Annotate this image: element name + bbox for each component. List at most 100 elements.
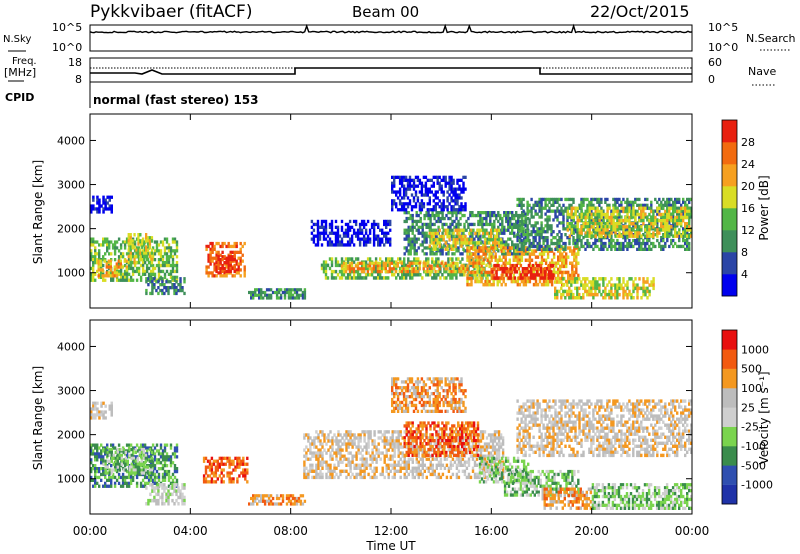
data-cell	[113, 268, 116, 272]
data-cell	[580, 212, 583, 217]
data-cell	[678, 228, 681, 232]
data-cell	[505, 211, 508, 215]
data-cell	[497, 276, 500, 280]
data-cell	[433, 216, 436, 221]
data-cell	[532, 203, 535, 207]
data-cell	[153, 286, 156, 290]
data-cell	[381, 228, 384, 232]
data-cell	[614, 225, 617, 229]
data-cell	[493, 211, 496, 215]
data-cell	[415, 266, 418, 271]
data-cell	[125, 265, 128, 269]
data-cell	[488, 241, 491, 245]
data-cell	[458, 193, 461, 197]
data-cell	[385, 231, 388, 235]
data-cell	[662, 221, 665, 225]
data-cell	[424, 261, 427, 265]
data-cell	[131, 261, 135, 265]
data-cell	[175, 280, 178, 284]
data-cell	[684, 228, 687, 232]
data-cell	[634, 218, 637, 223]
data-cell	[431, 257, 434, 261]
data-cell	[326, 240, 330, 244]
data-cell	[155, 240, 159, 244]
data-cell	[163, 464, 167, 468]
data-cell	[348, 267, 352, 271]
data-cell	[407, 249, 410, 253]
data-cell	[610, 247, 613, 251]
data-cell	[586, 209, 589, 214]
data-cell	[464, 208, 467, 212]
data-cell	[432, 231, 435, 236]
data-cell	[668, 206, 671, 211]
data-cell	[146, 257, 150, 262]
data-cell	[441, 231, 444, 235]
data-cell	[564, 197, 567, 202]
data-cell	[561, 258, 564, 262]
data-cell	[598, 218, 601, 223]
data-cell	[125, 481, 129, 485]
data-cell	[634, 200, 637, 204]
data-cell	[100, 472, 103, 477]
data-cell	[523, 222, 526, 227]
data-cell	[548, 200, 551, 204]
data-cell	[558, 197, 561, 202]
data-cell	[571, 270, 574, 275]
data-cell	[452, 244, 455, 248]
data-cell	[652, 244, 655, 249]
data-cell	[490, 231, 493, 236]
data-cell	[431, 252, 434, 256]
data-cell	[656, 228, 659, 232]
data-cell	[504, 282, 507, 287]
data-cell	[666, 203, 669, 207]
data-cell	[97, 268, 100, 272]
data-cell	[520, 200, 523, 204]
data-cell	[175, 240, 179, 244]
data-cell	[110, 471, 113, 475]
data-cell	[620, 218, 623, 223]
data-cell	[455, 266, 458, 271]
scatter-region	[491, 263, 555, 280]
data-cell	[161, 452, 165, 456]
data-cell	[217, 271, 220, 275]
data-cell	[513, 234, 516, 238]
scatter-region	[90, 401, 113, 420]
data-cell	[584, 197, 587, 202]
data-cell	[554, 200, 557, 204]
data-cell	[413, 257, 416, 261]
data-cell	[640, 203, 643, 207]
data-cell	[505, 216, 508, 221]
data-cell	[171, 277, 174, 281]
data-cell	[406, 202, 410, 206]
data-cell	[680, 212, 683, 217]
data-cell	[492, 273, 495, 278]
data-cell	[686, 197, 689, 202]
data-cell	[342, 270, 346, 274]
data-cell	[163, 237, 167, 241]
data-cell	[324, 219, 328, 224]
data-cell	[418, 264, 421, 268]
data-cell	[468, 231, 471, 236]
data-cell	[94, 472, 97, 477]
data-cell	[155, 443, 159, 447]
data-cell	[430, 270, 433, 274]
data-cell	[614, 203, 617, 207]
data-cell	[90, 266, 93, 271]
data-cell	[225, 261, 228, 265]
data-cell	[462, 175, 465, 179]
data-cell	[515, 252, 518, 256]
data-cell	[608, 218, 611, 223]
data-cell	[630, 292, 633, 297]
data-cell	[291, 288, 295, 292]
data-cell	[546, 227, 549, 231]
scatter-region	[145, 277, 186, 296]
data-cell	[684, 241, 687, 246]
data-cell	[407, 257, 410, 261]
data-cell	[391, 190, 394, 194]
data-cell	[507, 225, 510, 229]
data-cell	[474, 261, 477, 265]
data-cell	[586, 215, 589, 220]
data-cell	[161, 261, 165, 265]
data-cell	[98, 467, 101, 471]
data-cell	[107, 265, 110, 269]
